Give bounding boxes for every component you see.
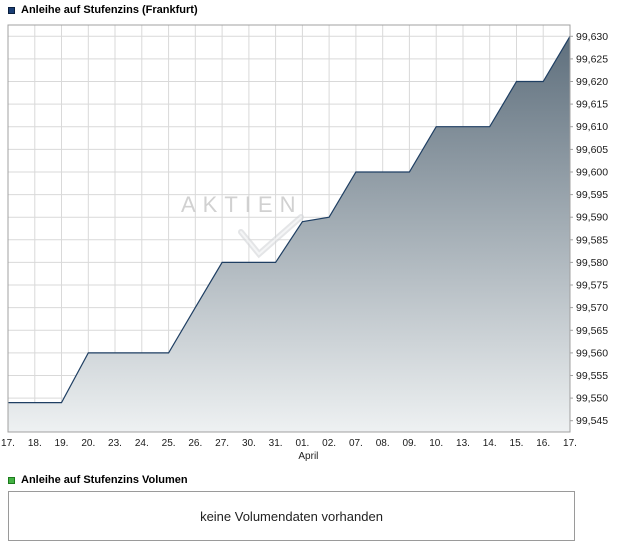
x-axis-label: 26. xyxy=(188,438,202,449)
y-axis-label: 99,555 xyxy=(576,370,608,382)
y-axis-label: 99,610 xyxy=(576,121,608,133)
y-axis-label: 99,565 xyxy=(576,325,608,337)
y-axis-label: 99,630 xyxy=(576,31,608,43)
y-axis-label: 99,585 xyxy=(576,234,608,246)
x-axis-label: 13. xyxy=(456,438,470,449)
y-axis-label: 99,590 xyxy=(576,212,608,224)
x-axis-label: 20. xyxy=(81,438,95,449)
x-axis-label: 08. xyxy=(376,438,390,449)
volume-legend: Anleihe auf Stufenzins Volumen xyxy=(8,474,188,486)
x-axis-label: 27. xyxy=(215,438,229,449)
price-chart: 99,545 99,550 99,555 99,560 99,565 99,570 99,5… xyxy=(0,18,620,470)
month-label: April xyxy=(298,451,318,462)
y-axis-label: 99,580 xyxy=(576,257,608,269)
price-legend-label: Anleihe auf Stufenzins (Frankfurt) xyxy=(21,4,198,16)
x-axis-label: 31. xyxy=(269,438,283,449)
x-axis-label: 10. xyxy=(429,438,443,449)
x-axis-label: 18. xyxy=(28,438,42,449)
y-axis-label: 99,560 xyxy=(576,347,608,359)
x-axis-label: 02. xyxy=(322,438,336,449)
y-axis-label: 99,575 xyxy=(576,280,608,292)
x-axis-label: 23. xyxy=(108,438,122,449)
x-axis-label: 25. xyxy=(162,438,176,449)
x-axis-label: 07. xyxy=(349,438,363,449)
x-axis-label: 09. xyxy=(402,438,416,449)
price-chart-svg: 99,545 99,550 99,555 99,560 99,565 99,570 99,5… xyxy=(1,24,608,462)
x-axis-label: 14. xyxy=(483,438,497,449)
x-axis-label: 19. xyxy=(55,438,69,449)
volume-empty-message: keine Volumendaten vorhanden xyxy=(200,508,383,524)
price-legend: Anleihe auf Stufenzins (Frankfurt) xyxy=(8,4,198,16)
volume-empty-box: keine Volumendaten vorhanden xyxy=(8,491,575,541)
y-axis-label: 99,545 xyxy=(576,415,608,427)
x-axis-label: 30. xyxy=(242,438,256,449)
x-axis-label: 24. xyxy=(135,438,149,449)
price-legend-swatch xyxy=(8,6,15,14)
volume-legend-swatch xyxy=(8,476,15,484)
y-axis-label: 99,550 xyxy=(576,393,608,405)
y-axis-label: 99,615 xyxy=(576,99,608,111)
x-axis-label: 01. xyxy=(295,438,309,449)
x-axis-label: 16. xyxy=(536,438,550,449)
x-axis-label: 17. xyxy=(1,438,15,449)
y-axis-label: 99,570 xyxy=(576,302,608,314)
y-axis-label: 99,605 xyxy=(576,144,608,156)
x-axis-label: 17. xyxy=(563,438,577,449)
y-axis-label: 99,595 xyxy=(576,189,608,201)
y-axis-label: 99,600 xyxy=(576,167,608,179)
volume-legend-label: Anleihe auf Stufenzins Volumen xyxy=(21,474,188,486)
y-axis-label: 99,625 xyxy=(576,53,608,65)
y-axis-label: 99,620 xyxy=(576,76,608,88)
x-axis-label: 15. xyxy=(510,438,524,449)
